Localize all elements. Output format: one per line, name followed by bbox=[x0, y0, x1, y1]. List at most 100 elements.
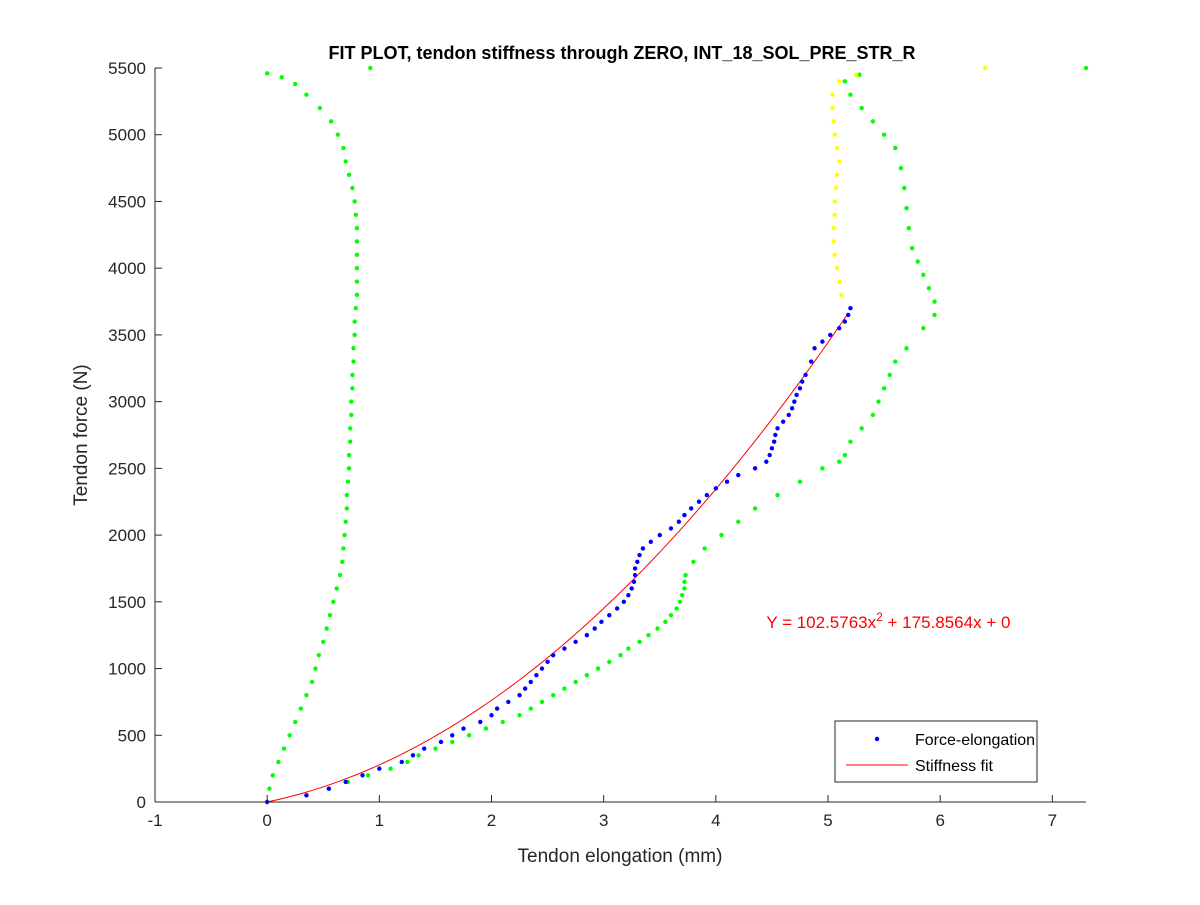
y-tick-label: 5000 bbox=[108, 126, 146, 145]
green-point bbox=[859, 426, 864, 431]
green-point bbox=[904, 346, 909, 351]
green-point bbox=[352, 332, 357, 338]
stiffness-fit-line bbox=[267, 312, 849, 803]
x-tick-label: 7 bbox=[1048, 811, 1057, 830]
force-elongation-point bbox=[846, 312, 851, 318]
force-elongation-point bbox=[522, 686, 528, 691]
force-elongation-point bbox=[517, 693, 522, 698]
green-point bbox=[637, 639, 642, 645]
green-point bbox=[344, 492, 350, 498]
force-elongation-point bbox=[506, 699, 511, 705]
green-point bbox=[354, 265, 360, 271]
force-elongation-point bbox=[676, 519, 682, 524]
y-tick-label: 4000 bbox=[108, 259, 146, 278]
force-elongation-point bbox=[304, 793, 309, 798]
yellow-point bbox=[982, 65, 988, 71]
legend-marker-force-elongation bbox=[874, 736, 880, 742]
force-elongation-point bbox=[794, 392, 799, 398]
force-elongation-point bbox=[775, 426, 780, 431]
force-elongation-point bbox=[326, 786, 332, 791]
force-elongation-point bbox=[528, 679, 533, 685]
yellow-point bbox=[837, 79, 842, 84]
green-point bbox=[842, 452, 848, 458]
force-elongation-point bbox=[657, 532, 662, 538]
yellow-point bbox=[837, 279, 842, 284]
x-axis-label: Tendon elongation (mm) bbox=[518, 846, 723, 867]
green-point bbox=[668, 612, 674, 618]
force-elongation-point bbox=[534, 673, 539, 678]
fit-equation-annotation: Y = 102.5763x2 + 175.8564x + 0 bbox=[766, 610, 1010, 632]
green-point bbox=[909, 245, 915, 251]
green-point bbox=[691, 559, 696, 564]
green-point bbox=[904, 205, 909, 211]
force-elongation-point bbox=[631, 579, 637, 584]
green-point bbox=[626, 646, 631, 651]
green-point bbox=[932, 299, 937, 304]
green-point bbox=[405, 759, 410, 765]
green-point bbox=[663, 619, 668, 625]
force-elongation-point bbox=[562, 646, 567, 651]
force-elongation-point bbox=[640, 546, 646, 551]
green-point bbox=[674, 606, 679, 611]
force-elongation-point bbox=[635, 559, 640, 564]
force-elongation-point bbox=[789, 406, 795, 411]
green-point bbox=[539, 699, 545, 705]
force-elongation-point bbox=[422, 746, 427, 751]
yellow-point bbox=[830, 92, 835, 97]
green-point bbox=[893, 145, 898, 151]
green-point bbox=[893, 359, 898, 364]
force-elongation-point bbox=[752, 466, 758, 471]
green-point bbox=[859, 105, 864, 111]
fit-equation-suffix: + 175.8564x + 0 bbox=[883, 613, 1011, 632]
force-elongation-point bbox=[736, 472, 741, 478]
green-point bbox=[607, 659, 612, 665]
green-point bbox=[797, 479, 803, 484]
x-tick-label: 0 bbox=[262, 811, 271, 830]
green-point bbox=[264, 71, 270, 76]
green-point bbox=[340, 559, 345, 564]
yellow-series bbox=[830, 65, 988, 311]
green-point bbox=[528, 706, 533, 711]
legend: Force-elongation Stiffness fit bbox=[834, 720, 1038, 783]
green-point bbox=[450, 739, 455, 745]
green-point bbox=[293, 719, 298, 725]
y-tick-label: 5500 bbox=[108, 59, 146, 78]
green-point bbox=[276, 759, 281, 765]
force-elongation-point bbox=[637, 552, 642, 558]
green-point bbox=[682, 579, 687, 584]
green-point bbox=[719, 532, 724, 538]
green-point bbox=[902, 185, 907, 191]
green-point bbox=[349, 399, 354, 404]
green-point bbox=[848, 439, 853, 444]
y-tick-label: 2000 bbox=[108, 526, 146, 545]
force-elongation-point bbox=[461, 726, 466, 731]
force-elongation-point bbox=[820, 339, 825, 344]
green-point bbox=[350, 185, 355, 191]
green-point bbox=[346, 452, 352, 458]
force-elongation-point bbox=[614, 606, 620, 611]
green-point bbox=[352, 199, 357, 204]
x-tick-label: 3 bbox=[599, 811, 608, 830]
force-elongation-point bbox=[773, 432, 778, 438]
force-elongation-point bbox=[438, 739, 444, 745]
green-point bbox=[287, 733, 292, 738]
force-elongation-point bbox=[668, 526, 674, 531]
force-elongation-point bbox=[828, 332, 833, 338]
force-elongation-point bbox=[545, 659, 550, 665]
force-elongation-point bbox=[842, 319, 848, 324]
force-elongation-point bbox=[584, 632, 590, 638]
green-point bbox=[346, 466, 352, 471]
green-point bbox=[270, 773, 275, 778]
green-point bbox=[347, 439, 353, 444]
green-point bbox=[337, 572, 343, 578]
green-point bbox=[321, 639, 326, 645]
yellow-point bbox=[832, 199, 837, 204]
green-point bbox=[842, 79, 848, 84]
green-point bbox=[353, 306, 358, 311]
x-tick-label: 1 bbox=[375, 811, 384, 830]
green-point bbox=[870, 119, 876, 124]
force-elongation-point bbox=[539, 666, 545, 671]
x-tick-label: 2 bbox=[487, 811, 496, 830]
force-elongation-point bbox=[632, 572, 638, 578]
